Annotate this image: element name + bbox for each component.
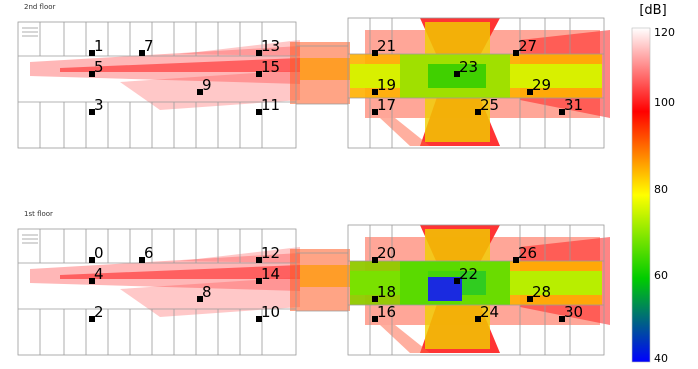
colorbar-unit: [dB] xyxy=(639,3,667,18)
wall-outline-right-wing xyxy=(347,224,605,356)
heatmap-floor-0 xyxy=(30,18,610,146)
noise-beam xyxy=(60,58,300,72)
wall-outline-right-wing xyxy=(347,17,605,149)
walls-floor-1 xyxy=(17,224,605,356)
noise-connector xyxy=(300,265,350,287)
colorbar-frame xyxy=(631,27,651,363)
sensor-label-3: 3 xyxy=(94,96,104,114)
sensor-label-4: 4 xyxy=(94,265,104,283)
sensor-label-31: 31 xyxy=(564,96,583,114)
sensor-label-17: 17 xyxy=(377,96,396,114)
noise-beam xyxy=(120,70,300,110)
sensor-marker-15 xyxy=(256,71,262,77)
sensor-label-22: 22 xyxy=(459,265,478,283)
sensor-label-6: 6 xyxy=(144,244,154,262)
sensor-marker-20 xyxy=(372,257,378,263)
sensor-label-7: 7 xyxy=(144,37,154,55)
sensor-label-27: 27 xyxy=(518,37,537,55)
floor-title-1st: 1st floor xyxy=(24,210,53,218)
colorbar-gradient xyxy=(632,28,650,362)
sensor-marker-25 xyxy=(475,109,481,115)
sensor-marker-1 xyxy=(89,50,95,56)
sensor-marker-6 xyxy=(139,257,145,263)
sensor-marker-16 xyxy=(372,316,378,322)
sensor-label-1: 1 xyxy=(94,37,104,55)
sensor-marker-7 xyxy=(139,50,145,56)
sensor-label-30: 30 xyxy=(564,303,583,321)
sensor-marker-10 xyxy=(256,316,262,322)
sensor-label-24: 24 xyxy=(480,303,499,321)
sensor-marker-18 xyxy=(372,296,378,302)
sensor-label-2: 2 xyxy=(94,303,104,321)
sensor-marker-0 xyxy=(89,257,95,263)
sensor-marker-21 xyxy=(372,50,378,56)
walls-floor-0 xyxy=(17,17,605,149)
sensor-marker-13 xyxy=(256,50,262,56)
sensor-label-26: 26 xyxy=(518,244,537,262)
sensor-label-13: 13 xyxy=(261,37,280,55)
sensor-label-0: 0 xyxy=(94,244,104,262)
sensor-marker-28 xyxy=(527,296,533,302)
noise-connector xyxy=(300,58,350,80)
sensor-label-23: 23 xyxy=(459,58,478,76)
sensor-label-16: 16 xyxy=(377,303,396,321)
sensor-label-15: 15 xyxy=(261,58,280,76)
colorbar-tick-120: 120 xyxy=(654,26,675,39)
sensor-marker-31 xyxy=(559,109,565,115)
sensor-marker-5 xyxy=(89,71,95,77)
sensor-marker-24 xyxy=(475,316,481,322)
noise-fan xyxy=(380,118,430,146)
sensor-label-21: 21 xyxy=(377,37,396,55)
sensor-marker-19 xyxy=(372,89,378,95)
sensor-marker-11 xyxy=(256,109,262,115)
sensor-label-20: 20 xyxy=(377,244,396,262)
sensor-label-10: 10 xyxy=(261,303,280,321)
sensor-label-8: 8 xyxy=(202,283,212,301)
wall-outline-left-wing xyxy=(17,228,297,356)
sensor-marker-9 xyxy=(197,89,203,95)
colorbar-tick-60: 60 xyxy=(654,269,668,282)
noise-fan xyxy=(380,325,430,353)
sensor-marker-17 xyxy=(372,109,378,115)
sensor-marker-22 xyxy=(454,278,460,284)
sensor-label-5: 5 xyxy=(94,58,104,76)
sensor-label-12: 12 xyxy=(261,244,280,262)
colorbar-tick-100: 100 xyxy=(654,96,675,109)
sensor-label-14: 14 xyxy=(261,265,280,283)
wall-outline-left-wing xyxy=(17,21,297,149)
sensor-marker-23 xyxy=(454,71,460,77)
sensor-marker-8 xyxy=(197,296,203,302)
sensor-marker-14 xyxy=(256,278,262,284)
sensor-marker-27 xyxy=(513,50,519,56)
sensor-marker-26 xyxy=(513,257,519,263)
colorbar-tick-80: 80 xyxy=(654,183,668,196)
noise-beam xyxy=(120,277,300,317)
sensor-label-11: 11 xyxy=(261,96,280,114)
sensor-marker-29 xyxy=(527,89,533,95)
sensor-label-9: 9 xyxy=(202,76,212,94)
sensor-label-29: 29 xyxy=(532,76,551,94)
sensor-marker-4 xyxy=(89,278,95,284)
sensor-marker-2 xyxy=(89,316,95,322)
floor-title-2nd: 2nd floor xyxy=(24,3,56,11)
sensor-label-18: 18 xyxy=(377,283,396,301)
sensor-marker-12 xyxy=(256,257,262,263)
colorbar-tick-40: 40 xyxy=(654,352,668,365)
sensor-label-25: 25 xyxy=(480,96,499,114)
sensor-marker-30 xyxy=(559,316,565,322)
sensor-label-28: 28 xyxy=(532,283,551,301)
noise-beam xyxy=(60,265,300,279)
sensor-label-19: 19 xyxy=(377,76,396,94)
sensor-marker-3 xyxy=(89,109,95,115)
